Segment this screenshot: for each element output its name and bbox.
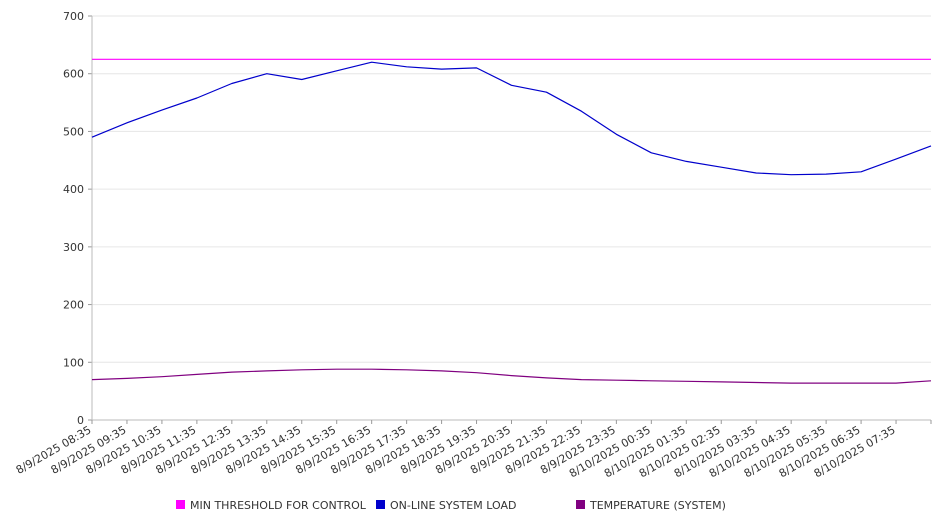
data-point — [686, 381, 687, 382]
data-point — [441, 68, 442, 69]
y-tick-label: 700 — [63, 10, 84, 23]
data-point — [546, 59, 547, 60]
data-point — [336, 369, 337, 370]
y-tick-label: 200 — [63, 299, 84, 312]
data-point — [301, 369, 302, 370]
data-point — [371, 369, 372, 370]
y-tick-label: 300 — [63, 241, 84, 254]
data-point — [546, 92, 547, 93]
data-point — [616, 380, 617, 381]
data-point — [930, 145, 931, 146]
legend-swatch — [376, 500, 385, 509]
data-point — [126, 378, 127, 379]
data-point — [441, 370, 442, 371]
data-point — [161, 109, 162, 110]
data-point — [826, 382, 827, 383]
data-point — [406, 369, 407, 370]
data-point — [476, 59, 477, 60]
data-point — [336, 59, 337, 60]
data-point — [721, 59, 722, 60]
data-point — [476, 372, 477, 373]
data-point — [686, 161, 687, 162]
legend-swatch — [576, 500, 585, 509]
data-point — [791, 174, 792, 175]
data-point — [196, 97, 197, 98]
data-point — [721, 381, 722, 382]
data-point — [266, 59, 267, 60]
data-point — [581, 111, 582, 112]
y-tick-label: 500 — [63, 125, 84, 138]
data-point — [616, 134, 617, 135]
data-point — [930, 59, 931, 60]
data-point — [336, 70, 337, 71]
data-point — [406, 66, 407, 67]
data-point — [161, 376, 162, 377]
data-point — [791, 382, 792, 383]
data-point — [301, 79, 302, 80]
data-point — [756, 172, 757, 173]
data-point — [616, 59, 617, 60]
data-point — [826, 174, 827, 175]
data-point — [651, 59, 652, 60]
data-point — [196, 374, 197, 375]
series-lines — [91, 58, 932, 384]
data-point — [756, 59, 757, 60]
data-point — [91, 137, 92, 138]
y-tick-label: 400 — [63, 183, 84, 196]
legend-swatch — [176, 500, 185, 509]
data-point — [161, 59, 162, 60]
y-tick-labels: 0 100 200 300 400 500 600 700 — [63, 10, 84, 427]
data-point — [91, 59, 92, 60]
data-point — [686, 59, 687, 60]
data-point — [895, 159, 896, 160]
axes — [88, 15, 932, 424]
data-point — [476, 67, 477, 68]
data-point — [860, 171, 861, 172]
y-tick-label: 600 — [63, 68, 84, 81]
grid-lines — [92, 15, 931, 363]
x-tick-labels: 8/9/2025 08:358/9/2025 09:358/9/2025 10:… — [14, 423, 898, 480]
data-point — [126, 59, 127, 60]
data-point — [231, 83, 232, 84]
data-point — [860, 382, 861, 383]
y-tick-label: 0 — [77, 414, 84, 427]
data-point — [895, 382, 896, 383]
data-point — [860, 59, 861, 60]
series-line-1 — [91, 61, 932, 176]
data-point — [266, 370, 267, 371]
data-point — [301, 59, 302, 60]
data-point — [651, 380, 652, 381]
legend-label: MIN THRESHOLD FOR CONTROL — [190, 499, 367, 512]
series-line-2 — [91, 368, 932, 384]
legend-label: ON-LINE SYSTEM LOAD — [390, 499, 516, 512]
data-point — [930, 380, 931, 381]
data-point — [581, 59, 582, 60]
data-point — [196, 59, 197, 60]
data-point — [441, 59, 442, 60]
data-point — [91, 379, 92, 380]
data-point — [511, 59, 512, 60]
data-point — [406, 59, 407, 60]
data-point — [651, 152, 652, 153]
data-point — [231, 371, 232, 372]
data-point — [231, 59, 232, 60]
data-point — [581, 379, 582, 380]
data-point — [126, 122, 127, 123]
data-point — [895, 59, 896, 60]
legend-label: TEMPERATURE (SYSTEM) — [589, 499, 726, 512]
data-point — [546, 377, 547, 378]
legend: MIN THRESHOLD FOR CONTROL ON-LINE SYSTEM … — [176, 499, 726, 512]
data-point — [756, 382, 757, 383]
data-point — [826, 59, 827, 60]
data-point — [371, 62, 372, 63]
data-point — [371, 59, 372, 60]
data-point — [511, 85, 512, 86]
y-tick-label: 100 — [63, 356, 84, 369]
data-point — [721, 167, 722, 168]
data-point — [511, 375, 512, 376]
data-point — [791, 59, 792, 60]
data-point — [266, 73, 267, 74]
